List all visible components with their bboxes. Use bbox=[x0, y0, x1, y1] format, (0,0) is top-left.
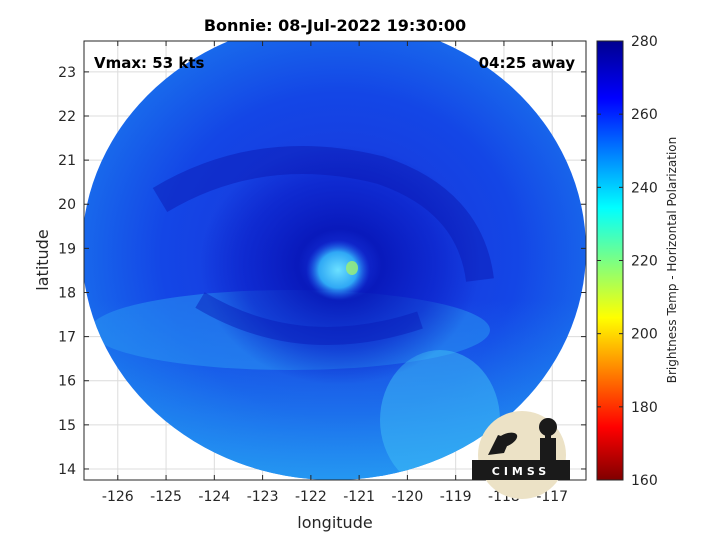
x-tick-label: -126 bbox=[102, 489, 134, 505]
x-tick-label: -123 bbox=[247, 489, 279, 505]
x-tick-label: -125 bbox=[150, 489, 182, 505]
x-tick-label: -121 bbox=[343, 489, 375, 505]
water-tower-tank-icon bbox=[540, 438, 556, 460]
x-tick-label: -122 bbox=[295, 489, 327, 505]
colorbar-label: Brightness Temp - Horizontal Polarizatio… bbox=[665, 137, 679, 384]
vmax-annotation: Vmax: 53 kts bbox=[94, 54, 204, 72]
y-tick-label: 20 bbox=[58, 197, 76, 213]
y-tick-label: 23 bbox=[58, 65, 76, 81]
logo-text: CIMSS bbox=[492, 465, 550, 478]
axis-ticks: -126 -125 -124 -123 -122 -121 -120 -119 -118 -117… bbox=[58, 41, 586, 505]
eye-warm-spot bbox=[346, 261, 358, 275]
spiral-band-1 bbox=[152, 146, 494, 283]
y-tick-label: 16 bbox=[58, 374, 76, 390]
y-tick-label: 19 bbox=[58, 241, 76, 257]
x-tick-label: -124 bbox=[198, 489, 230, 505]
water-tower-ball-icon bbox=[539, 418, 557, 436]
colorbar-ticks: 160 180 200 220 240 260 280 bbox=[597, 34, 658, 489]
plot-frame bbox=[83, 40, 587, 481]
y-axis-label: latitude bbox=[33, 229, 52, 290]
colorbar-tick-label: 220 bbox=[631, 254, 658, 270]
y-tick-label: 21 bbox=[58, 153, 76, 169]
colorbar-tick-label: 160 bbox=[631, 473, 658, 489]
y-tick-label: 22 bbox=[58, 109, 76, 125]
colorbar-tick-label: 240 bbox=[631, 180, 658, 196]
y-tick-label: 18 bbox=[58, 285, 76, 301]
y-tick-label: 17 bbox=[58, 330, 76, 346]
time-offset-annotation: 04:25 away bbox=[479, 54, 576, 72]
y-tick-label: 14 bbox=[58, 462, 76, 478]
storm-eye bbox=[306, 240, 370, 300]
dish-reflector-icon bbox=[494, 432, 518, 448]
y-tick-label: 15 bbox=[58, 418, 76, 434]
colorbar-tick-label: 180 bbox=[631, 400, 658, 416]
logo-banner bbox=[472, 460, 570, 480]
colorbar-tick-label: 280 bbox=[631, 34, 658, 50]
cimss-logo: CIMSS bbox=[472, 411, 570, 499]
colorbar-tick-label: 200 bbox=[631, 327, 658, 343]
x-tick-label: -119 bbox=[440, 489, 472, 505]
x-tick-label: -120 bbox=[392, 489, 424, 505]
colorbar-tick-label: 260 bbox=[631, 107, 658, 123]
spiral-band-2 bbox=[195, 292, 423, 345]
x-axis-label: longitude bbox=[297, 513, 372, 532]
x-tick-label: -117 bbox=[536, 489, 568, 505]
chart-title: Bonnie: 08-Jul-2022 19:30:00 bbox=[204, 16, 466, 35]
